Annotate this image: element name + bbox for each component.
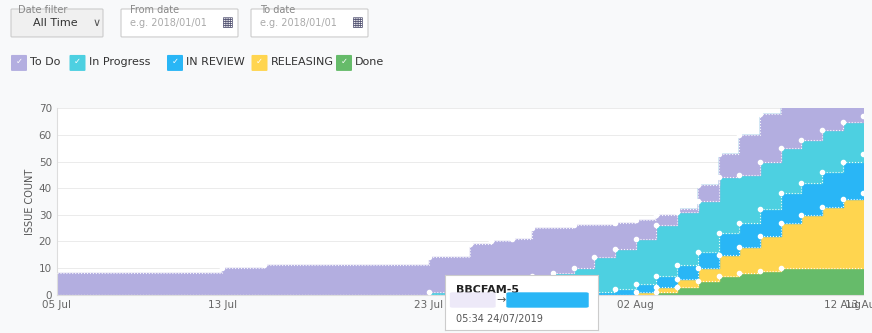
Text: ✓: ✓ bbox=[16, 56, 23, 66]
Text: To date: To date bbox=[260, 5, 296, 15]
FancyBboxPatch shape bbox=[251, 55, 268, 71]
Text: ✓: ✓ bbox=[340, 56, 348, 66]
Text: ▦: ▦ bbox=[352, 16, 364, 30]
X-axis label: TIME: TIME bbox=[446, 312, 473, 322]
Text: To Do: To Do bbox=[30, 57, 60, 67]
FancyBboxPatch shape bbox=[450, 292, 495, 308]
Text: →: → bbox=[496, 295, 506, 305]
Text: All Time: All Time bbox=[33, 18, 78, 28]
Text: ✓: ✓ bbox=[172, 56, 179, 66]
FancyBboxPatch shape bbox=[336, 55, 352, 71]
Text: ∨: ∨ bbox=[93, 18, 101, 28]
Text: BBCFAM-5: BBCFAM-5 bbox=[456, 285, 519, 295]
Text: From date: From date bbox=[130, 5, 179, 15]
Text: In Progress: In Progress bbox=[88, 57, 150, 67]
Y-axis label: ISSUE COUNT: ISSUE COUNT bbox=[24, 168, 35, 234]
Text: 05:34 24/07/2019: 05:34 24/07/2019 bbox=[456, 314, 543, 324]
Text: e.g. 2018/01/01: e.g. 2018/01/01 bbox=[260, 18, 337, 28]
Text: ▦: ▦ bbox=[222, 16, 234, 30]
FancyBboxPatch shape bbox=[11, 55, 27, 71]
FancyBboxPatch shape bbox=[507, 292, 589, 308]
Text: e.g. 2018/01/01: e.g. 2018/01/01 bbox=[130, 18, 207, 28]
FancyBboxPatch shape bbox=[167, 55, 183, 71]
Text: TO DO: TO DO bbox=[458, 295, 487, 304]
FancyBboxPatch shape bbox=[11, 9, 103, 37]
Text: Date filter: Date filter bbox=[18, 5, 67, 15]
Text: ✓: ✓ bbox=[256, 56, 263, 66]
Text: Done: Done bbox=[355, 57, 385, 67]
Text: IN REVIEW: IN REVIEW bbox=[186, 57, 245, 67]
Text: IN PROGRESS: IN PROGRESS bbox=[516, 295, 579, 304]
FancyBboxPatch shape bbox=[70, 55, 85, 71]
Text: ✓: ✓ bbox=[74, 56, 81, 66]
FancyBboxPatch shape bbox=[121, 9, 238, 37]
Text: RELEASING: RELEASING bbox=[270, 57, 333, 67]
FancyBboxPatch shape bbox=[251, 9, 368, 37]
